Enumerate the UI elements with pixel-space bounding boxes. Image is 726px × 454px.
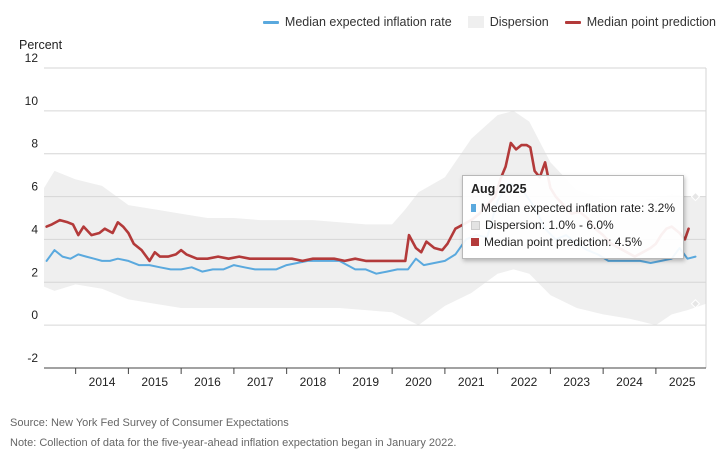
y-tick-label-8: 8 (31, 137, 38, 151)
x-tick-label-2014: 2014 (89, 375, 116, 389)
x-tick-label-2024: 2024 (616, 375, 643, 389)
footnote: Note: Collection of data for the five-ye… (10, 437, 457, 449)
x-tick-label-2021: 2021 (458, 375, 485, 389)
x-tick-label-2023: 2023 (563, 375, 590, 389)
tooltip-row-dispersion: Dispersion: 1.0% - 6.0% (471, 218, 675, 232)
tooltip-text-dispersion: Dispersion: 1.0% - 6.0% (485, 218, 614, 232)
x-tick-label-2025: 2025 (669, 375, 696, 389)
tooltip-text-median-expected: Median expected inflation rate: 3.2% (480, 201, 675, 215)
tooltip-title: Aug 2025 (471, 182, 527, 196)
hover-marker-band-upper (690, 191, 701, 202)
x-tick-label-2016: 2016 (194, 375, 221, 389)
tooltip-swatch-dispersion (471, 220, 480, 230)
x-tick-label-2020: 2020 (405, 375, 432, 389)
legend-label-median-point: Median point prediction (586, 15, 716, 29)
legend-swatch-dispersion (467, 16, 484, 28)
legend-item-median-expected[interactable]: Median expected inflation rate (262, 15, 452, 29)
y-tick-label-10: 10 (25, 94, 39, 108)
y-axis-label: Percent (19, 38, 63, 52)
hover-marker-band-lower (690, 299, 701, 309)
legend-swatch-median-expected (262, 20, 279, 24)
x-tick-label-2017: 2017 (247, 375, 274, 389)
legend-label-median-expected: Median expected inflation rate (284, 15, 452, 29)
tooltip-swatch-median-point (471, 238, 479, 246)
source-note: Source: New York Fed Survey of Consumer … (10, 417, 289, 429)
y-tick-label-2: 2 (31, 265, 38, 279)
dispersion-band (44, 110, 706, 326)
y-tick-label-6: 6 (31, 180, 38, 194)
tooltip-row-median-expected: Median expected inflation rate: 3.2% (471, 201, 675, 215)
chart-tooltip: Aug 2025 Median expected inflation rate:… (462, 175, 684, 259)
x-tick-label-2018: 2018 (300, 375, 327, 389)
x-tick-label-2015: 2015 (141, 375, 168, 389)
y-tick-label--2: -2 (27, 351, 38, 365)
x-tick-label-2022: 2022 (511, 375, 538, 389)
y-tick-label-4: 4 (31, 222, 38, 236)
tooltip-row-median-point: Median point prediction: 4.5% (471, 235, 675, 249)
legend-item-dispersion[interactable]: Dispersion (467, 15, 549, 29)
legend-swatch-median-point (564, 20, 581, 24)
tooltip-text-median-point: Median point prediction: 4.5% (484, 235, 643, 249)
chart-legend: Median expected inflation rate Dispersio… (262, 15, 716, 29)
tooltip-swatch-median-expected (471, 204, 476, 212)
legend-item-median-point[interactable]: Median point prediction (564, 15, 716, 29)
y-tick-label-12: 12 (25, 51, 39, 65)
x-tick-label-2019: 2019 (352, 375, 379, 389)
legend-label-dispersion: Dispersion (489, 15, 549, 29)
y-tick-label-0: 0 (31, 308, 38, 322)
